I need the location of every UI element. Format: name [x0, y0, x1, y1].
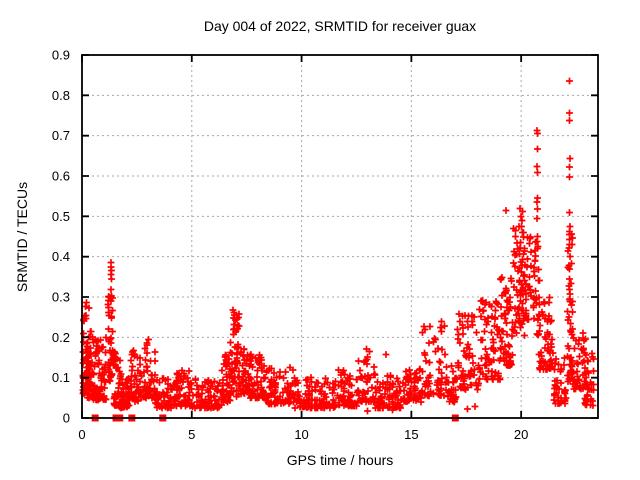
chart-title: Day 004 of 2022, SRMTID for receiver gua… [203, 18, 477, 34]
grid-lines [82, 55, 598, 418]
y-tick-label: 0.8 [52, 88, 70, 103]
y-tick-label: 0.5 [52, 209, 70, 224]
x-tick-label: 20 [514, 427, 528, 442]
x-tick-label: 5 [188, 427, 195, 442]
y-tick-label: 0.1 [52, 370, 70, 385]
srmtid-data-points [79, 77, 597, 415]
x-tick-label: 15 [404, 427, 418, 442]
x-tick-label: 10 [294, 427, 308, 442]
y-tick-label: 0.6 [52, 169, 70, 184]
y-tick-label: 0.4 [52, 249, 70, 264]
y-tick-label: 0.2 [52, 330, 70, 345]
y-tick-label: 0.7 [52, 128, 70, 143]
y-tick-label: 0.3 [52, 290, 70, 305]
x-axis-label: GPS time / hours [286, 452, 394, 468]
y-tick-label: 0.9 [52, 48, 70, 63]
y-tick-label: 0 [63, 411, 70, 426]
x-tick-label: 0 [78, 427, 85, 442]
plot-border [81, 54, 599, 419]
